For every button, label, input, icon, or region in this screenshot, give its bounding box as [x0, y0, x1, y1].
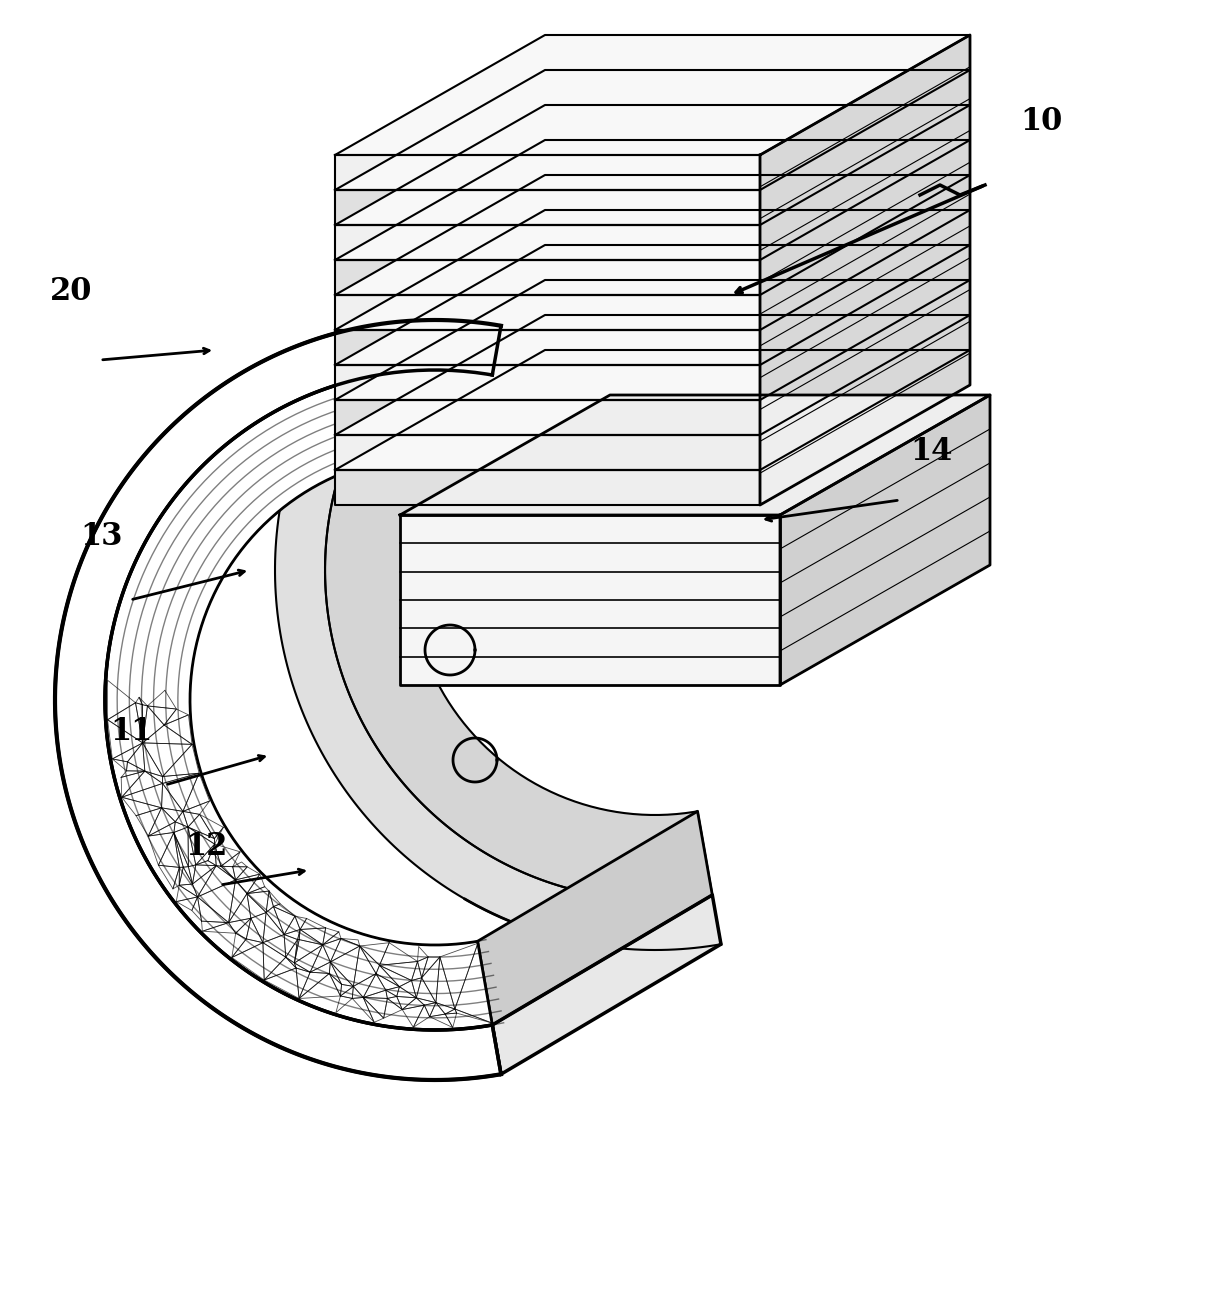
- Polygon shape: [335, 35, 970, 155]
- Text: 10: 10: [1020, 106, 1063, 137]
- Polygon shape: [335, 175, 970, 295]
- Polygon shape: [335, 70, 970, 190]
- Polygon shape: [478, 246, 712, 458]
- Polygon shape: [105, 370, 492, 1029]
- Polygon shape: [400, 395, 990, 515]
- Polygon shape: [492, 196, 721, 376]
- Text: 13: 13: [80, 521, 122, 551]
- Polygon shape: [760, 35, 970, 506]
- Polygon shape: [335, 260, 760, 295]
- Polygon shape: [335, 105, 970, 225]
- Polygon shape: [335, 435, 760, 470]
- Polygon shape: [335, 155, 760, 190]
- Polygon shape: [335, 210, 970, 330]
- Polygon shape: [335, 246, 970, 365]
- Polygon shape: [335, 351, 970, 470]
- Polygon shape: [400, 515, 780, 685]
- Text: 20: 20: [50, 276, 92, 307]
- Polygon shape: [335, 190, 760, 225]
- Polygon shape: [335, 365, 760, 400]
- Text: 11: 11: [110, 716, 152, 747]
- Polygon shape: [335, 400, 760, 435]
- Polygon shape: [335, 225, 760, 260]
- Polygon shape: [325, 240, 712, 899]
- Polygon shape: [492, 895, 721, 1074]
- Polygon shape: [274, 190, 721, 951]
- Polygon shape: [56, 320, 501, 1081]
- Text: 12: 12: [185, 831, 227, 863]
- Polygon shape: [335, 330, 760, 365]
- Polygon shape: [335, 315, 970, 435]
- Polygon shape: [335, 280, 970, 400]
- Polygon shape: [335, 470, 760, 506]
- Polygon shape: [780, 395, 990, 685]
- Text: 14: 14: [910, 436, 953, 467]
- Polygon shape: [335, 140, 970, 260]
- Polygon shape: [478, 811, 712, 1025]
- Polygon shape: [335, 295, 760, 330]
